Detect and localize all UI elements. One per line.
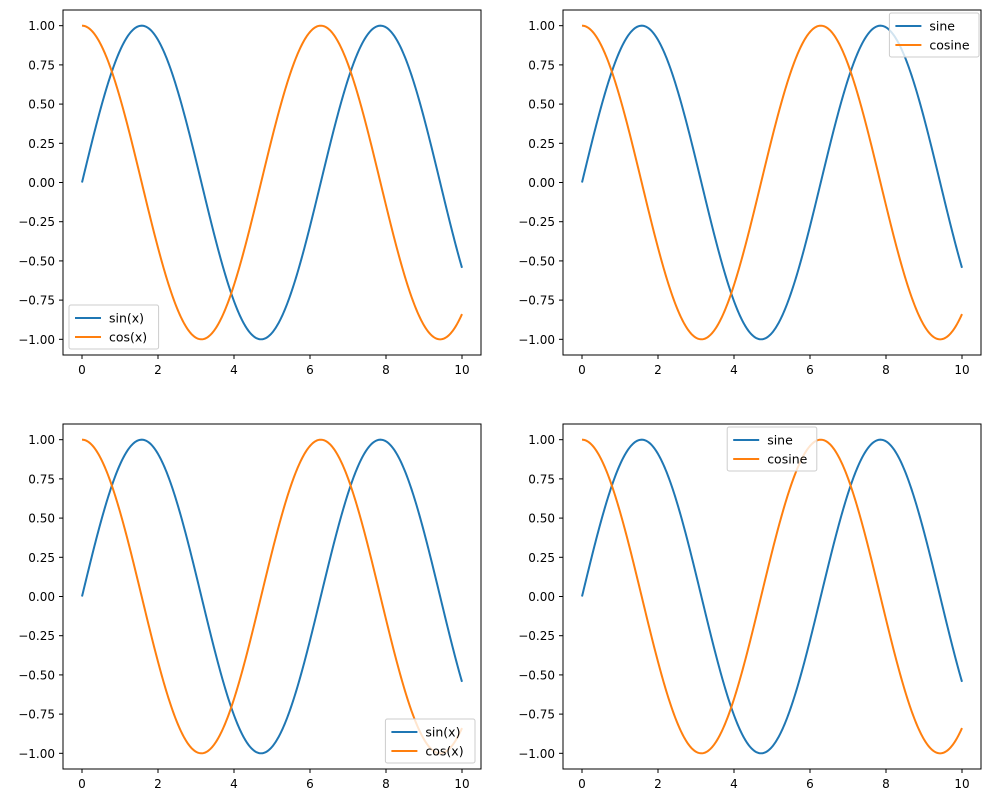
legend: sine cosine: [726, 426, 818, 472]
x-tick-label: 8: [382, 777, 390, 791]
axes-frame: [62, 9, 482, 356]
x-tick-label: 2: [654, 363, 662, 377]
y-tick-label: 1.00: [28, 19, 55, 33]
x-tick-label: 2: [154, 777, 162, 791]
y-tick-label: −0.25: [18, 629, 55, 643]
x-tick-label: 6: [806, 363, 814, 377]
series-line-2: [581, 24, 963, 341]
legend: sin(x) cos(x): [384, 718, 476, 764]
y-tick-label: 0.50: [528, 98, 555, 112]
y-tick-label: −0.25: [518, 215, 555, 229]
y-tick-label: 1.00: [528, 19, 555, 33]
x-tick-label: 4: [730, 363, 738, 377]
y-tick-label: −1.00: [518, 747, 555, 761]
y-tick-label: −0.50: [518, 668, 555, 682]
y-tick-label: 0.75: [28, 472, 55, 486]
y-tick-label: 0.50: [528, 512, 555, 526]
y-tick-label: −0.75: [518, 294, 555, 308]
subplot-3: 0 2 4 6 8 10 1.00 0.75 0.50 0.25 0.00 −0.25 −0.50 −0.…: [18, 423, 482, 791]
y-tick-label: 0.25: [28, 551, 55, 565]
subplot-1: 0 2 4 6 8 10 1.00 0.75 0.50 0.25 0.00 −0.25 −0.50 −0.…: [18, 9, 482, 377]
x-tick-label: 4: [730, 777, 738, 791]
y-tick-label: −1.00: [18, 333, 55, 347]
y-tick-label: 0.00: [28, 590, 55, 604]
series-line-1: [581, 24, 963, 341]
series-line-2: [81, 24, 463, 341]
y-tick-label: 0.75: [528, 58, 555, 72]
x-tick-label: 10: [454, 363, 469, 377]
y-tick-label: 1.00: [528, 433, 555, 447]
axes-frame: [62, 423, 482, 770]
series-line-2: [81, 438, 463, 755]
legend-entry: sine: [767, 433, 793, 448]
y-tick-label: −0.75: [518, 708, 555, 722]
y-tick-label: −0.50: [518, 254, 555, 268]
y-tick-label: 0.00: [528, 176, 555, 190]
y-tick-label: 0.25: [528, 551, 555, 565]
x-tick-label: 8: [882, 363, 890, 377]
y-tick-label: 0.75: [28, 58, 55, 72]
subplot-4: 0 2 4 6 8 10 1.00 0.75 0.50 0.25 0.00 −0.25 −0.50 −0.…: [518, 423, 982, 791]
x-tick-label: 2: [654, 777, 662, 791]
x-tick-label: 2: [154, 363, 162, 377]
x-tick-label: 8: [882, 777, 890, 791]
x-tick-label: 0: [578, 777, 586, 791]
y-tick-label: 0.00: [528, 590, 555, 604]
y-tick-label: −0.75: [18, 294, 55, 308]
x-tick-label: 6: [306, 363, 314, 377]
x-tick-label: 8: [382, 363, 390, 377]
y-tick-label: 0.25: [528, 137, 555, 151]
legend-entry: cos(x): [109, 330, 147, 345]
y-tick-label: 0.00: [28, 176, 55, 190]
subplot-2: 0 2 4 6 8 10 1.00 0.75 0.50 0.25 0.00 −0.25 −0.50 −0.…: [518, 9, 982, 377]
y-tick-label: −0.25: [18, 215, 55, 229]
x-tick-label: 6: [806, 777, 814, 791]
axes-frame: [562, 423, 982, 770]
x-tick-label: 0: [578, 363, 586, 377]
y-tick-label: 0.25: [28, 137, 55, 151]
legend: sine cosine: [888, 12, 980, 58]
legend-entry: sin(x): [425, 725, 460, 740]
y-tick-label: −1.00: [518, 333, 555, 347]
y-tick-label: 0.50: [28, 98, 55, 112]
x-tick-label: 0: [78, 363, 86, 377]
axes-frame: [562, 9, 982, 356]
series-line-1: [81, 24, 463, 341]
x-tick-label: 6: [306, 777, 314, 791]
y-tick-label: −0.50: [18, 254, 55, 268]
y-tick-label: 0.75: [528, 472, 555, 486]
series-line-2: [581, 438, 963, 755]
x-tick-label: 4: [230, 777, 238, 791]
legend-entry: cos(x): [425, 744, 463, 759]
y-tick-label: −0.75: [18, 708, 55, 722]
y-tick-label: −1.00: [18, 747, 55, 761]
x-tick-label: 4: [230, 363, 238, 377]
y-tick-label: 0.50: [28, 512, 55, 526]
x-tick-label: 10: [954, 363, 969, 377]
x-tick-label: 10: [454, 777, 469, 791]
legend-entry: cosine: [929, 38, 969, 53]
series-line-1: [81, 438, 463, 755]
y-tick-label: −0.25: [518, 629, 555, 643]
legend: sin(x) cos(x): [68, 304, 160, 350]
x-tick-label: 0: [78, 777, 86, 791]
series-line-1: [581, 438, 963, 755]
y-tick-label: −0.50: [18, 668, 55, 682]
legend-entry: cosine: [767, 452, 807, 467]
x-tick-label: 10: [954, 777, 969, 791]
legend-entry: sine: [929, 19, 955, 34]
legend-entry: sin(x): [109, 311, 144, 326]
y-tick-label: 1.00: [28, 433, 55, 447]
